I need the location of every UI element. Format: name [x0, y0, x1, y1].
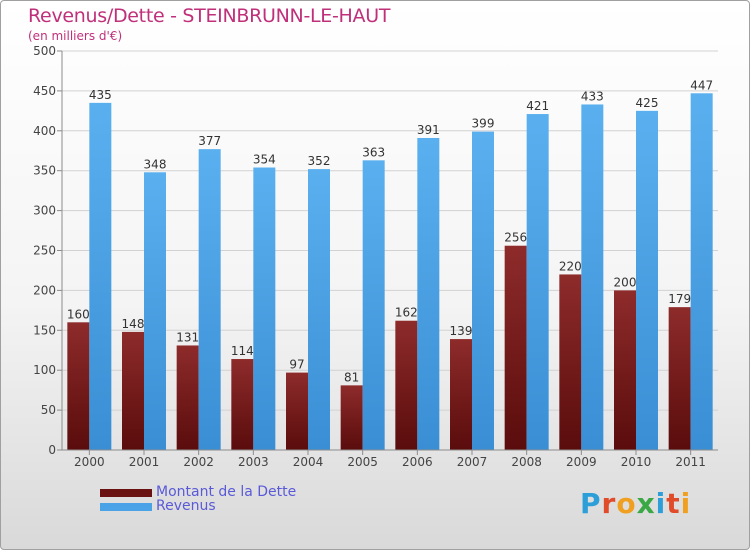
y-tick-label: 400: [33, 124, 56, 138]
data-label-revenue-2005: 363: [362, 145, 385, 159]
y-tick-label: 500: [33, 44, 56, 58]
data-label-debt-2006: 162: [395, 306, 418, 320]
y-tick-label: 0: [48, 443, 56, 457]
legend-swatch-debt: [100, 489, 152, 497]
data-label-revenue-2004: 352: [308, 154, 331, 168]
x-axis-ticks: 2000 2001 2002 2003 2004 2005 2006 2007 2008 2009…: [74, 450, 706, 469]
y-tick-label: 50: [41, 403, 56, 417]
data-labels: 160 435 148 348 131 377 114 354 97 352 81 363 162 391…: [67, 78, 713, 384]
bar-revenue-2010: [636, 110, 658, 450]
bars: [67, 93, 713, 451]
bar-debt-2002: [176, 345, 199, 450]
bar-debt-2007: [450, 339, 472, 450]
x-tick-label: 2004: [293, 455, 324, 469]
bar-debt-2003: [231, 359, 254, 450]
bar-revenue-2011: [690, 93, 713, 450]
data-label-revenue-2009: 433: [581, 89, 604, 103]
legend-swatch-revenue: [100, 503, 152, 511]
bar-revenue-2007: [472, 131, 494, 450]
x-tick-label: 2003: [238, 455, 269, 469]
bar-debt-2001: [122, 331, 144, 450]
y-tick-label: 100: [33, 363, 56, 377]
x-tick-label: 2002: [183, 455, 214, 469]
data-label-revenue-2011: 447: [690, 78, 713, 92]
bar-revenue-2002: [198, 149, 221, 451]
y-tick-label: 450: [33, 84, 56, 98]
data-label-debt-2004: 97: [289, 358, 304, 372]
x-tick-label: 2008: [511, 455, 542, 469]
x-tick-label: 2011: [675, 455, 706, 469]
x-tick-label: 2005: [347, 455, 378, 469]
data-label-revenue-2007: 399: [472, 117, 495, 131]
y-tick-label: 250: [33, 244, 56, 258]
proxiti-logo: Proxiti: [580, 487, 692, 520]
x-tick-label: 2010: [621, 455, 652, 469]
bar-debt-2005: [340, 385, 363, 450]
grid-lines: [62, 50, 718, 451]
legend: Montant de la Dette Revenus: [100, 484, 360, 514]
chart-title: Revenus/Dette - STEINBRUNN-LE-HAUT: [28, 5, 391, 27]
data-label-debt-2011: 179: [668, 292, 691, 306]
data-label-debt-2003: 114: [231, 344, 254, 358]
bar-revenue-2003: [253, 167, 276, 450]
x-tick-label: 2000: [74, 455, 105, 469]
bar-revenue-2008: [526, 114, 549, 451]
legend-item-debt: Montant de la Dette: [100, 484, 360, 500]
legend-label-revenue: Revenus: [156, 498, 216, 514]
data-label-revenue-2010: 425: [636, 96, 659, 110]
x-tick-label: 2006: [402, 455, 433, 469]
bar-debt-2004: [286, 372, 308, 450]
bar-debt-2009: [559, 274, 582, 450]
chart-subtitle: (en milliers d'€): [28, 29, 123, 43]
bar-debt-2000: [67, 322, 90, 450]
data-label-revenue-2001: 348: [144, 157, 167, 171]
legend-label-debt: Montant de la Dette: [156, 484, 297, 500]
data-label-debt-2001: 148: [122, 317, 145, 331]
data-label-debt-2008: 256: [504, 231, 527, 245]
data-label-debt-2002: 131: [176, 330, 199, 344]
data-label-debt-2010: 200: [614, 275, 637, 289]
data-label-revenue-2002: 377: [198, 134, 221, 148]
x-tick-label: 2009: [566, 455, 597, 469]
x-tick-label: 2007: [457, 455, 488, 469]
data-label-debt-2007: 139: [450, 324, 473, 338]
legend-item-revenue: Revenus: [100, 498, 360, 514]
bar-revenue-2005: [362, 160, 385, 451]
y-tick-label: 150: [33, 323, 56, 337]
bar-revenue-2001: [144, 172, 166, 450]
data-label-revenue-2003: 354: [253, 153, 276, 167]
bar-debt-2006: [395, 320, 418, 450]
bar-debt-2011: [668, 307, 691, 450]
data-label-revenue-2000: 435: [89, 88, 112, 102]
bar-debt-2010: [614, 290, 636, 450]
data-label-debt-2009: 220: [559, 259, 582, 273]
y-axis-ticks: 0 50 100 150 200 250 300 350 400 450 500: [33, 44, 62, 457]
bar-revenue-2000: [89, 102, 112, 451]
data-label-revenue-2006: 391: [417, 123, 440, 137]
bar-revenue-2009: [581, 104, 604, 450]
bar-debt-2008: [504, 245, 527, 450]
y-tick-label: 200: [33, 283, 56, 297]
y-tick-label: 300: [33, 204, 56, 218]
data-label-debt-2000: 160: [67, 307, 90, 321]
data-label-debt-2005: 81: [344, 370, 359, 384]
bar-revenue-2006: [417, 137, 440, 450]
x-tick-label: 2001: [129, 455, 160, 469]
y-tick-label: 350: [33, 164, 56, 178]
data-label-revenue-2008: 421: [526, 99, 549, 113]
bar-revenue-2004: [308, 169, 330, 450]
